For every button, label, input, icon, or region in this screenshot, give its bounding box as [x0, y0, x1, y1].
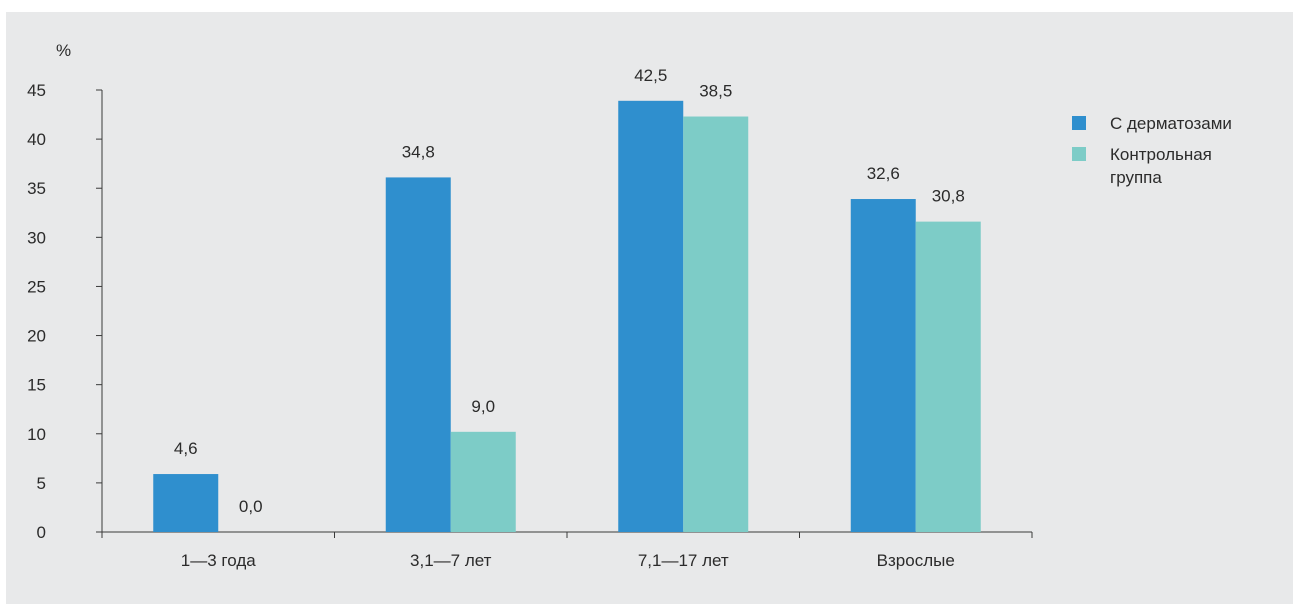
bar-value-label: 38,5: [699, 82, 732, 101]
y-tick-label: 20: [27, 327, 46, 346]
y-ticks: 0 5 10 15 20 25 30 35 40 45: [27, 81, 102, 542]
y-tick-label: 10: [27, 425, 46, 444]
y-tick-label: 0: [37, 523, 46, 542]
y-tick-label: 5: [37, 474, 46, 493]
x-tick-label: Взрослые: [877, 551, 955, 570]
bar-value-label: 0,0: [239, 497, 263, 516]
y-tick-label: 40: [27, 130, 46, 149]
legend-swatch-dermatoses: [1072, 116, 1086, 130]
bar-value-label: 34,8: [402, 142, 435, 161]
bar: [915, 221, 981, 532]
x-tick-label: 7,1—17 лет: [638, 551, 729, 570]
bar: [385, 177, 451, 532]
y-axis-label: %: [56, 41, 71, 60]
bars: [153, 100, 981, 533]
bar-value-label: 32,6: [867, 164, 900, 183]
bar: [850, 199, 916, 532]
bar-value-labels: 4,6 34,8 42,5 32,6 0,0 9,0 38,5 30,8: [174, 66, 965, 516]
y-tick-label: 25: [27, 277, 46, 296]
legend-swatch-control: [1072, 147, 1086, 161]
y-tick-label: 45: [27, 81, 46, 100]
legend-item-dermatoses: С дерматозами: [1072, 112, 1260, 135]
x-tick-label: 3,1—7 лет: [410, 551, 492, 570]
legend-label-control: Контрольная группа: [1110, 145, 1212, 187]
x-ticks: 1—3 года 3,1—7 лет 7,1—17 лет Взрослые: [101, 532, 1033, 570]
y-tick-label: 35: [27, 179, 46, 198]
x-tick-label: 1—3 года: [181, 551, 256, 570]
legend: С дерматозами Контрольная группа: [1072, 112, 1260, 197]
bar: [618, 100, 684, 532]
legend-item-control: Контрольная группа: [1072, 143, 1260, 189]
bar-value-label: 9,0: [471, 397, 495, 416]
bar: [683, 116, 749, 533]
bar-value-label: 4,6: [174, 439, 198, 458]
bar: [153, 474, 219, 532]
bar-value-label: 30,8: [932, 187, 965, 206]
y-tick-label: 15: [27, 376, 46, 395]
legend-label-dermatoses: С дерматозами: [1110, 114, 1232, 133]
bar-value-label: 42,5: [634, 66, 667, 85]
bar: [450, 431, 516, 532]
y-tick-label: 30: [27, 228, 46, 247]
